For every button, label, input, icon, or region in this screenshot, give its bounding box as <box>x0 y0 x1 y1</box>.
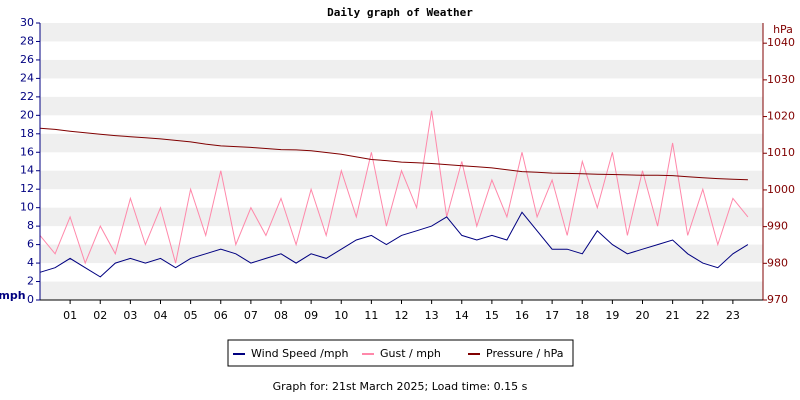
legend-box <box>227 339 574 367</box>
y-tick-label: 10 <box>20 201 34 214</box>
x-tick-label: 23 <box>726 309 740 322</box>
x-tick-label: 13 <box>425 309 439 322</box>
x-tick-label: 03 <box>123 309 137 322</box>
y-tick-label: 28 <box>20 34 34 47</box>
y-tick-label: 20 <box>20 108 34 121</box>
y-tick-label: 2 <box>27 275 34 288</box>
x-tick-label: 21 <box>666 309 680 322</box>
x-tick-label: 14 <box>455 309 469 322</box>
series-line <box>39 211 749 278</box>
footer: Graph for: 21st March 2025; Load time: 0… <box>273 380 528 393</box>
grid-band <box>40 207 763 227</box>
x-tick-label: 01 <box>63 309 77 322</box>
legend-label: Gust / mph <box>380 347 441 360</box>
y2-tick-label: 1040 <box>767 36 795 49</box>
grid-band <box>40 170 763 190</box>
x-tick-label: 06 <box>214 309 228 322</box>
y-tick-label: 26 <box>20 53 34 66</box>
grid-band <box>40 59 763 79</box>
x-tick-label: 17 <box>545 309 559 322</box>
legend-label: Wind Speed /mph <box>251 347 349 360</box>
y2-tick-label: 1000 <box>767 183 795 196</box>
x-tick-label: 22 <box>696 309 710 322</box>
y-tick-label: 12 <box>20 182 34 195</box>
y2-tick-label: 1020 <box>767 110 795 123</box>
y-tick-label: 30 <box>20 16 34 29</box>
x-tick-label: 09 <box>304 309 318 322</box>
y2-tick-label: 980 <box>767 256 788 269</box>
y-tick-label: 22 <box>20 90 34 103</box>
y2-axis-label: hPa <box>773 23 793 36</box>
series-line <box>39 110 749 265</box>
y-tick-label: 8 <box>27 219 34 232</box>
y2-tick-label: 1030 <box>767 73 795 86</box>
grid-band <box>40 133 763 153</box>
grid-band <box>40 96 763 116</box>
y2-tick-label: 990 <box>767 220 788 233</box>
y-tick-label: 6 <box>27 238 34 251</box>
x-tick-label: 10 <box>334 309 348 322</box>
y2-tick-label: 970 <box>767 293 788 306</box>
x-tick-label: 08 <box>274 309 288 322</box>
x-tick-label: 12 <box>395 309 409 322</box>
x-tick-label: 19 <box>605 309 619 322</box>
x-tick-label: 05 <box>184 309 198 322</box>
grid-band <box>40 23 763 42</box>
y-tick-label: 18 <box>20 127 34 140</box>
y-tick-label: 24 <box>20 71 34 84</box>
series-line <box>39 127 748 181</box>
x-tick-label: 07 <box>244 309 258 322</box>
grid-band <box>40 244 763 264</box>
x-tick-label: 11 <box>364 309 378 322</box>
y-tick-label: 14 <box>20 164 34 177</box>
x-tick-label: 04 <box>154 309 168 322</box>
legend-label: Pressure / hPa <box>486 347 564 360</box>
y2-tick-label: 1010 <box>767 146 795 159</box>
x-tick-label: 20 <box>636 309 650 322</box>
y-tick-label: 0 <box>27 293 34 306</box>
y-tick-label: 16 <box>20 145 34 158</box>
grid-band <box>40 281 763 300</box>
chart-title: Daily graph of Weather <box>327 6 473 19</box>
x-tick-label: 18 <box>575 309 589 322</box>
y-tick-label: 4 <box>27 256 34 269</box>
x-tick-label: 02 <box>93 309 107 322</box>
x-tick-label: 16 <box>515 309 529 322</box>
x-tick-label: 15 <box>485 309 499 322</box>
y-axis-label: mph <box>0 289 26 302</box>
